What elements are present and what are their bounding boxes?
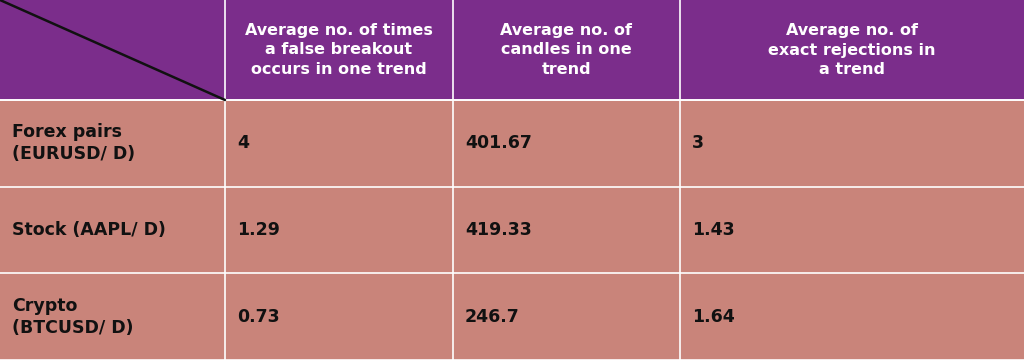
- Bar: [680, 100, 1024, 187]
- Text: 401.67: 401.67: [465, 134, 531, 152]
- Text: Crypto
(BTCUSD/ D): Crypto (BTCUSD/ D): [12, 297, 133, 337]
- Text: 4: 4: [237, 134, 249, 152]
- Text: 1.43: 1.43: [692, 221, 734, 239]
- Bar: [0, 273, 225, 360]
- Bar: [680, 273, 1024, 360]
- Bar: [680, 187, 1024, 273]
- Bar: [0, 187, 225, 273]
- Text: 1.64: 1.64: [692, 308, 735, 326]
- Bar: [453, 100, 680, 187]
- Text: 1.29: 1.29: [237, 221, 280, 239]
- Text: Average no. of times
a false breakout
occurs in one trend: Average no. of times a false breakout oc…: [245, 23, 433, 77]
- Bar: [225, 100, 453, 187]
- Bar: [0, 100, 225, 187]
- Text: 0.73: 0.73: [237, 308, 280, 326]
- Bar: [453, 273, 680, 360]
- Text: 3: 3: [692, 134, 705, 152]
- Text: Forex pairs
(EURUSD/ D): Forex pairs (EURUSD/ D): [12, 123, 135, 163]
- Text: Stock (AAPL/ D): Stock (AAPL/ D): [12, 221, 166, 239]
- Text: 246.7: 246.7: [465, 308, 520, 326]
- Text: Average no. of
exact rejections in
a trend: Average no. of exact rejections in a tre…: [768, 23, 936, 77]
- Text: Average no. of
candles in one
trend: Average no. of candles in one trend: [501, 23, 633, 77]
- Bar: [225, 273, 453, 360]
- Text: 419.33: 419.33: [465, 221, 531, 239]
- Bar: [453, 187, 680, 273]
- Bar: [225, 187, 453, 273]
- Bar: [0, 0, 1024, 100]
